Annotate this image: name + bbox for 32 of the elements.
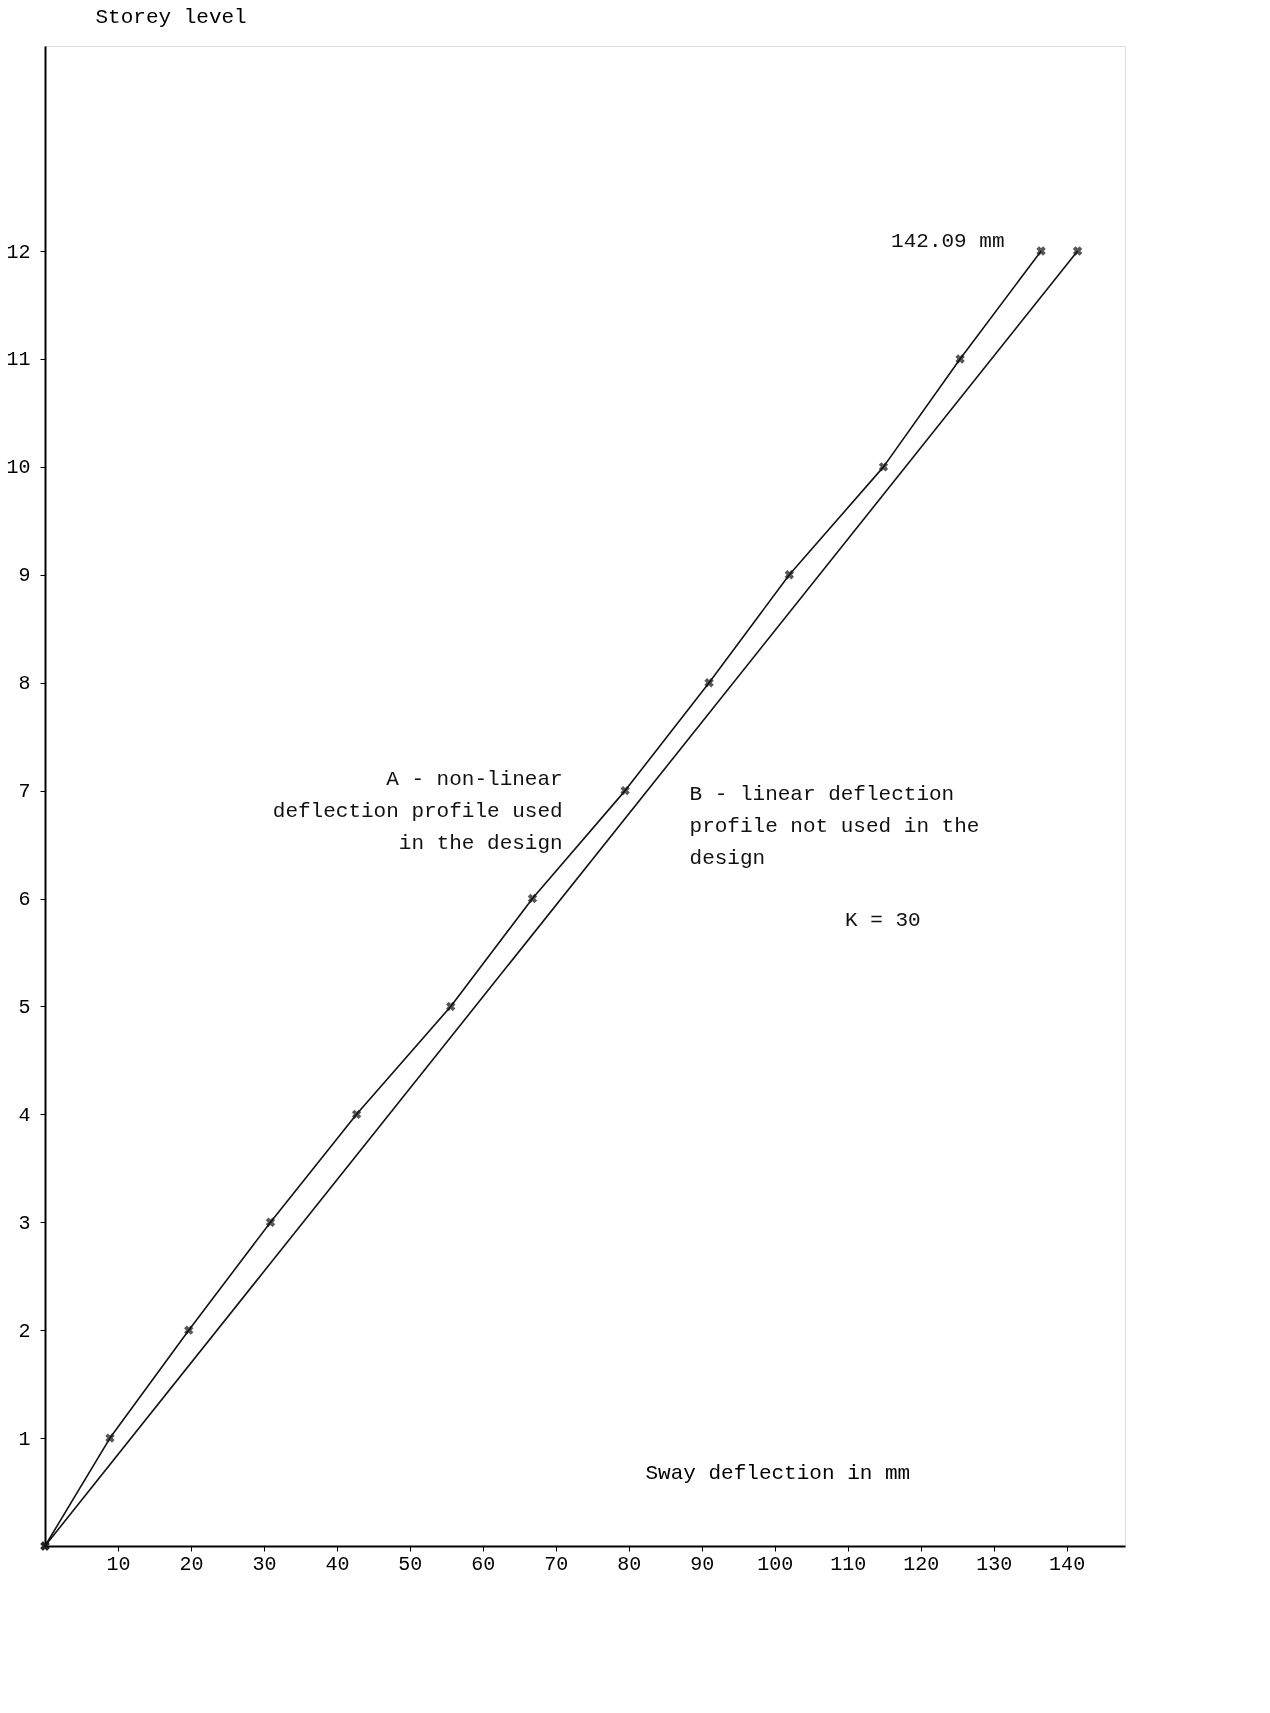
x-tick-label: 40 xyxy=(325,1552,350,1576)
x-tick-label: 30 xyxy=(252,1552,277,1576)
x-tick-label: 70 xyxy=(544,1552,569,1576)
y-tick-label: 7 xyxy=(18,780,31,804)
x-tick-label: 130 xyxy=(976,1552,1013,1576)
annotation: K = 30 xyxy=(845,909,921,933)
y-tick-label: 11 xyxy=(6,348,31,372)
x-tick-label: 140 xyxy=(1049,1552,1086,1576)
y-tick-label: 12 xyxy=(6,240,31,264)
y-tick-label: 3 xyxy=(18,1211,31,1235)
x-tick-label: 10 xyxy=(106,1552,131,1576)
x-tick-label: 20 xyxy=(179,1552,204,1576)
x-tick-label: 50 xyxy=(398,1552,423,1576)
x-tick-label: 60 xyxy=(471,1552,496,1576)
x-tick-label: 90 xyxy=(690,1552,715,1576)
y-tick-label: 4 xyxy=(18,1103,31,1127)
annotation: 142.09 mm xyxy=(891,230,1005,254)
x-tick-label: 110 xyxy=(830,1552,867,1576)
series-label: A - non-linear deflection profile used in the design xyxy=(272,768,563,856)
x-axis-title: Sway deflection in mm xyxy=(645,1461,911,1485)
y-tick-label: 10 xyxy=(6,456,31,480)
y-tick-label: 8 xyxy=(18,672,31,696)
x-tick-label: 100 xyxy=(757,1552,794,1576)
y-tick-label: 6 xyxy=(18,888,31,912)
y-tick-label: 1 xyxy=(18,1427,31,1451)
y-tick-label: 5 xyxy=(18,995,31,1019)
x-tick-label: 80 xyxy=(617,1552,642,1576)
y-tick-label: 2 xyxy=(18,1319,31,1343)
y-tick-label: 9 xyxy=(18,564,31,588)
x-tick-label: 120 xyxy=(903,1552,940,1576)
y-axis-title: Storey level xyxy=(95,5,247,29)
series-label: B - linear deflection profile not used in the design xyxy=(689,783,980,871)
